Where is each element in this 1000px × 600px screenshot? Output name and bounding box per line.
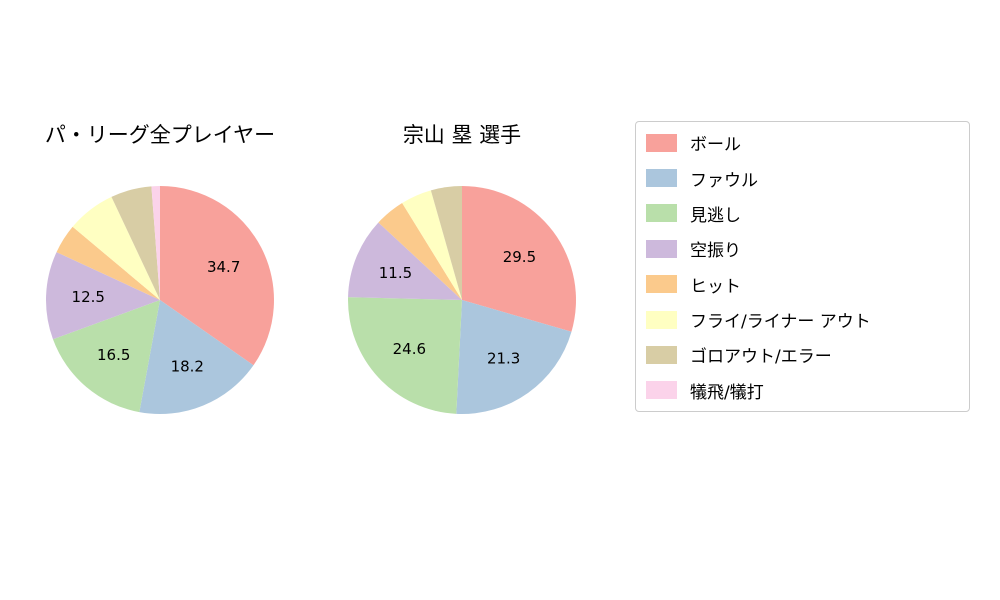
legend-item: ボール (636, 130, 969, 155)
pie-slice-5 (72, 196, 160, 300)
slice-value-label: 11.5 (379, 264, 412, 282)
legend: ボールファウル見逃し空振りヒットフライ/ライナー アウト ゴロアウト/エラー 犠飛/… (635, 121, 970, 412)
pie-slice-4 (378, 202, 462, 300)
legend-swatch (646, 133, 677, 152)
legend-label: フライ/ライナー アウト (690, 312, 871, 333)
pie-slice-1 (139, 300, 254, 414)
pie-slice-3 (45, 252, 160, 340)
legend-label: ボール (690, 135, 741, 156)
slice-value-label: 16.5 (97, 346, 130, 364)
pie-slice-6 (430, 186, 462, 300)
slice-value-label: 21.3 (487, 350, 520, 368)
pie-chart-player: 宗山 塁 選手 29.5 21.3 24.6 11.5 (312, 120, 612, 450)
pie-league: 34.7 18.2 16.5 12.5 (45, 185, 274, 414)
legend-label: ヒット (690, 276, 741, 297)
slice-value-label: 12.5 (72, 288, 105, 306)
legend-swatch (646, 275, 677, 294)
legend-swatch (646, 169, 677, 188)
slice-value-label: 18.2 (171, 357, 204, 375)
pie-slice-2 (348, 297, 462, 414)
pie-chart-league: パ・リーグ全プレイヤー 34.7 18.2 16.5 12.5 (10, 120, 310, 450)
slice-value-label: 34.7 (207, 258, 240, 276)
legend-swatch (646, 381, 677, 400)
legend-swatch (646, 204, 677, 223)
pie-slice-0 (160, 186, 274, 366)
legend-item: 犠飛/犠打 (636, 378, 969, 403)
legend-label: ゴロアウト/エラー (690, 347, 832, 368)
legend-label: 空振り (690, 241, 741, 262)
slice-value-label: 24.6 (393, 340, 426, 358)
pie-slice-4 (56, 226, 160, 300)
legend-label: ファウル (690, 170, 758, 191)
legend-item: ファウル (636, 166, 969, 191)
pie-slice-1 (456, 300, 572, 415)
pie-slice-2 (52, 300, 161, 413)
legend-label: 見逃し (690, 205, 741, 226)
slice-value-label: 29.5 (503, 248, 536, 266)
pie-slice-7 (151, 185, 160, 300)
chart-title-league: パ・リーグ全プレイヤー (44, 123, 276, 147)
pie-slice-0 (462, 186, 576, 332)
legend-item: フライ/ライナー アウト (636, 307, 969, 332)
legend-item: ゴロアウト/エラー (636, 342, 969, 367)
chart-title-player: 宗山 塁 選手 (402, 123, 522, 147)
legend-swatch (646, 239, 677, 258)
legend-item: ヒット (636, 272, 969, 297)
legend-swatch (646, 345, 677, 364)
pie-slice-3 (348, 222, 462, 300)
legend-label: 犠飛/犠打 (690, 382, 764, 403)
pie-slice-5 (402, 190, 462, 300)
legend-swatch (646, 310, 677, 329)
pie-player: 29.5 21.3 24.6 11.5 (348, 186, 576, 415)
legend-item: 見逃し (636, 201, 969, 226)
pie-slice-6 (111, 186, 160, 300)
legend-item: 空振り (636, 236, 969, 261)
